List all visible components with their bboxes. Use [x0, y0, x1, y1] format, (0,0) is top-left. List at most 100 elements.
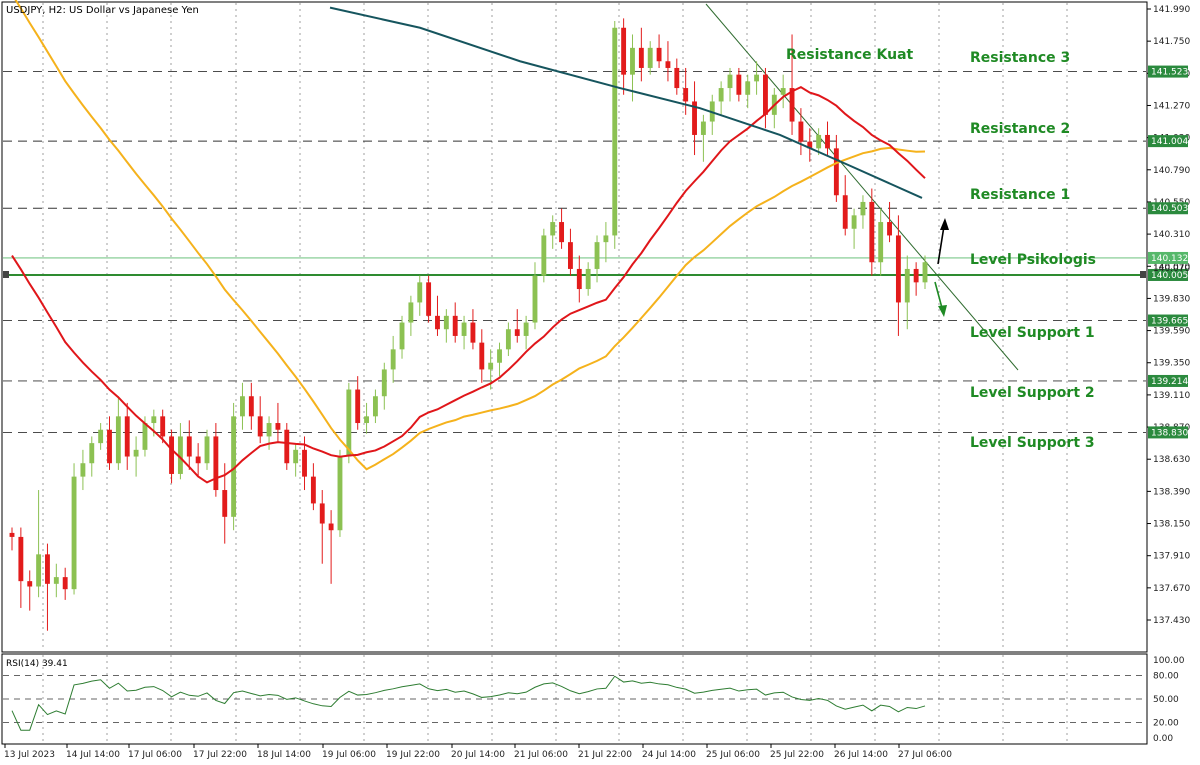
rsi-tick-label: 0.00 — [1153, 734, 1173, 744]
candle-body — [913, 268, 919, 283]
up-arrow-shaft — [937, 225, 945, 265]
chart-title: USDJPY, H2: US Dollar vs Japanese Yen — [6, 5, 199, 16]
rsi-label: RSI(14) 39.41 — [6, 659, 68, 669]
candle-body — [186, 436, 192, 457]
time-axis: 13 Jul 2023 14 Jul 14:00 17 Jul 06:00 17 Ju… — [4, 744, 952, 760]
candle-body — [381, 369, 387, 397]
ask-price-label: 140.070 — [1153, 264, 1190, 274]
time-tick-label: 13 Jul 2023 — [4, 750, 55, 760]
moving-averages — [11, 0, 926, 484]
candle-body — [319, 503, 325, 524]
time-tick-label: 17 Jul 06:00 — [128, 750, 182, 760]
time-tick-label: 27 Jul 06:00 — [898, 750, 952, 760]
candle-body — [355, 389, 361, 424]
price-tick-label: 140.070 — [1153, 262, 1190, 272]
candle-body — [780, 88, 786, 95]
candle-body — [904, 268, 910, 303]
time-tick-label: 25 Jul 22:00 — [770, 750, 824, 760]
level-label: Level Support 2 — [970, 385, 1095, 401]
right-line-handle[interactable] — [1140, 271, 1146, 278]
candle-body — [683, 88, 689, 102]
candle-body — [169, 436, 174, 474]
candle-body — [514, 329, 520, 336]
level-label: Resistance 3 — [970, 50, 1070, 66]
candle-body — [754, 74, 760, 82]
time-tick-label: 21 Jul 06:00 — [514, 750, 568, 760]
candle-body — [27, 581, 33, 587]
candle-body — [248, 396, 254, 417]
price-tick-label: 137.670 — [1153, 584, 1190, 594]
candle-body — [293, 449, 299, 464]
candle-body — [408, 302, 414, 323]
candle-body — [497, 349, 502, 363]
price-tick-label: 139.110 — [1153, 391, 1190, 401]
price-box-label: 140.132 — [1151, 254, 1188, 264]
price-box-label: 141.523 — [1151, 68, 1188, 78]
candle-body — [532, 275, 538, 323]
candle-body — [860, 201, 866, 216]
candle-body — [647, 47, 653, 68]
candle-body — [240, 396, 245, 417]
candle-body — [479, 342, 485, 370]
candle-body — [541, 235, 547, 276]
rsi-plot-frame — [1, 653, 1148, 745]
down-arrow-head — [938, 305, 947, 317]
candle-body — [594, 242, 600, 269]
candle-body — [674, 67, 680, 89]
level-labels: Resistance 3 Resistance 2 Resistance 1 Leve… — [970, 50, 1096, 451]
candle-body — [107, 429, 112, 464]
candle-body — [727, 74, 733, 89]
moving-average-red — [11, 86, 926, 484]
rsi-panel: 100.00 80.00 50.00 20.00 0.00 — [3, 656, 1185, 744]
rsi-tick-label: 20.00 — [1153, 718, 1179, 728]
candle-body — [488, 362, 494, 370]
price-box-label: 140.005 — [1151, 271, 1188, 281]
candle-body — [337, 456, 343, 531]
resistance-kuat-annotation: Resistance Kuat — [786, 47, 914, 63]
price-box-label: 141.004 — [1151, 137, 1188, 147]
candle-body — [825, 134, 830, 149]
candle-body — [45, 554, 50, 584]
candle-body — [372, 396, 378, 417]
price-box — [1148, 65, 1188, 78]
candle-body — [204, 436, 210, 464]
level-label: Resistance 2 — [970, 121, 1070, 137]
candle-body — [18, 536, 24, 582]
time-tick-label: 20 Jul 14:00 — [451, 750, 505, 760]
candle-body — [656, 47, 662, 62]
rsi-tick-label: 100.00 — [1153, 656, 1185, 666]
price-box — [1148, 374, 1188, 387]
candle-body — [399, 322, 405, 350]
level-label: Resistance 1 — [970, 187, 1070, 203]
time-tick-label: 21 Jul 22:00 — [578, 750, 632, 760]
candle-body — [346, 389, 352, 457]
left-line-handle[interactable] — [3, 271, 9, 278]
candle-body — [133, 449, 139, 457]
price-tick-label: 141.990 — [1153, 5, 1190, 15]
time-tick-label: 24 Jul 14:00 — [642, 750, 696, 760]
price-tick-label: 139.590 — [1153, 327, 1190, 337]
candle-body — [523, 322, 529, 336]
price-tick-label: 140.790 — [1153, 166, 1190, 176]
price-box — [1148, 314, 1188, 327]
downtrend-line — [705, 3, 1019, 371]
candle-body — [9, 532, 15, 537]
candle-body — [869, 201, 875, 263]
price-tick-label: 140.310 — [1153, 230, 1190, 240]
candle-body — [887, 222, 892, 236]
candle-body — [470, 322, 476, 343]
price-tick-label: 137.910 — [1153, 552, 1190, 562]
candle-body — [833, 148, 839, 196]
price-tick-label: 141.270 — [1153, 101, 1190, 111]
candle-body — [798, 121, 804, 142]
price-box-label: 140.503 — [1151, 204, 1188, 214]
time-tick-label: 18 Jul 14:00 — [257, 750, 311, 760]
candlesticks — [9, 18, 928, 631]
price-box — [1148, 135, 1188, 148]
candle-body — [842, 195, 848, 229]
price-tick-label: 141.750 — [1153, 37, 1190, 47]
price-tick-label: 138.150 — [1153, 520, 1190, 530]
level-label: Level Psikologis — [970, 252, 1096, 268]
candle-body — [550, 222, 556, 236]
direction-arrows — [934, 218, 949, 317]
